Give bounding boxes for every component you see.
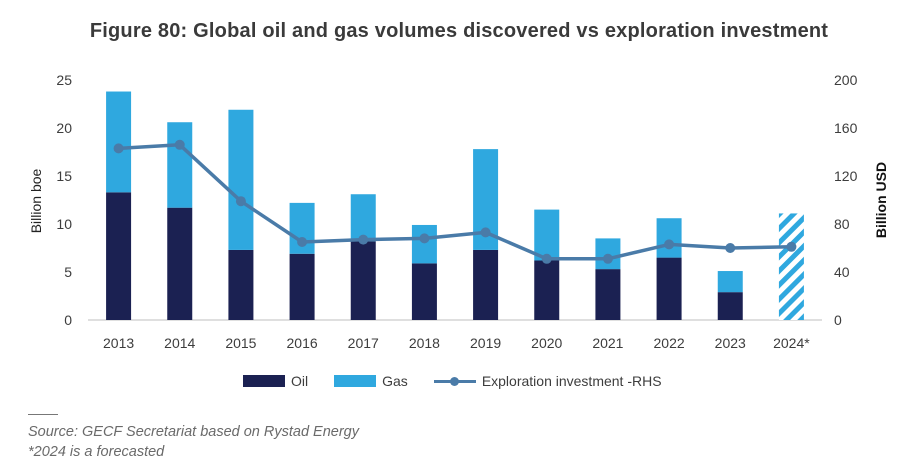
x-tick-label: 2018 [409, 335, 440, 351]
bar-gas-2015 [228, 109, 254, 250]
x-tick-label: 2020 [531, 335, 562, 351]
bar-oil-2023 [717, 292, 743, 320]
y-axis-title: Billion boe [28, 168, 44, 233]
x-tick-label: 2024* [773, 335, 810, 351]
bar-forecast-2024* [778, 213, 804, 320]
source-divider [28, 414, 58, 415]
x-tick-label: 2016 [287, 335, 318, 351]
line-investment [118, 143, 792, 261]
legend-swatch-investment [433, 374, 476, 388]
point-investment-2021 [602, 253, 613, 264]
legend-item-investment: Exploration investment -RHS [433, 373, 662, 389]
point-investment-2022 [664, 239, 675, 250]
y2-tick-label: 160 [834, 120, 858, 136]
y2-tick-label: 120 [834, 168, 858, 184]
legend-label-gas: Gas [382, 373, 408, 389]
bar-oil-2022 [656, 257, 682, 320]
bar-oil-2016 [289, 253, 315, 320]
x-tick-label: 2019 [470, 335, 501, 351]
legend-item-gas: Gas [334, 373, 408, 389]
legend-label-investment: Exploration investment -RHS [481, 373, 662, 389]
y-tick-label: 10 [56, 216, 72, 232]
bar-gas-2014 [167, 122, 193, 208]
x-tick-label: 2017 [348, 335, 379, 351]
x-tick-label: 2014 [164, 335, 195, 351]
y-tick-label: 20 [56, 120, 72, 136]
source-note: Source: GECF Secretariat based on Rystad… [28, 424, 359, 440]
bar-oil-2020 [534, 260, 560, 320]
point-investment-2023 [725, 243, 736, 253]
y-tick-label: 15 [56, 168, 72, 184]
point-investment-2019 [480, 227, 491, 238]
y-tick-label: 5 [64, 264, 72, 280]
bar-oil-2013 [106, 192, 132, 320]
point-investment-2017 [358, 234, 369, 245]
chart-title: Figure 80: Global oil and gas volumes di… [89, 20, 829, 42]
point-investment-2024* [786, 241, 797, 252]
legend-swatch-oil [243, 375, 285, 387]
bar-gas-2023 [717, 271, 743, 293]
point-investment-2018 [419, 233, 430, 244]
bar-oil-2021 [595, 269, 621, 320]
point-investment-2016 [297, 237, 308, 247]
point-investment-2014 [174, 139, 185, 150]
y2-tick-label: 0 [834, 312, 842, 328]
bar-gas-2018 [411, 224, 437, 264]
point-investment-2020 [541, 253, 552, 264]
x-tick-label: 2013 [103, 335, 134, 351]
y-tick-label: 25 [56, 72, 72, 88]
y2-tick-label: 200 [834, 72, 858, 88]
y2-tick-label: 40 [834, 264, 850, 280]
point-investment-2013 [113, 143, 124, 154]
y-tick-label: 0 [64, 312, 72, 328]
forecast-footnote: *2024 is a forecasted [28, 444, 165, 460]
y2-axis-title: Billion USD [873, 162, 889, 238]
bar-gas-2021 [595, 238, 621, 270]
bar-oil-2015 [228, 249, 254, 320]
x-tick-label: 2023 [715, 335, 746, 351]
bar-oil-2014 [167, 207, 193, 320]
legend: Oil Gas Exploration investment -RHS [243, 373, 688, 389]
bar-gas-2017 [350, 194, 376, 242]
x-tick-label: 2022 [654, 335, 685, 351]
bar-oil-2017 [350, 241, 376, 320]
legend-label-oil: Oil [291, 373, 309, 389]
x-tick-label: 2021 [592, 335, 623, 351]
bar-gas-2020 [534, 209, 560, 261]
bar-gas-2013 [106, 91, 132, 193]
bar-oil-2018 [411, 263, 437, 320]
bar-oil-2019 [473, 249, 499, 320]
point-investment-2015 [235, 196, 246, 207]
legend-swatch-gas [334, 375, 377, 387]
y2-tick-label: 80 [834, 216, 850, 232]
x-tick-label: 2015 [225, 335, 256, 351]
bar-gas-2022 [656, 218, 682, 258]
legend-item-oil: Oil [243, 373, 308, 389]
